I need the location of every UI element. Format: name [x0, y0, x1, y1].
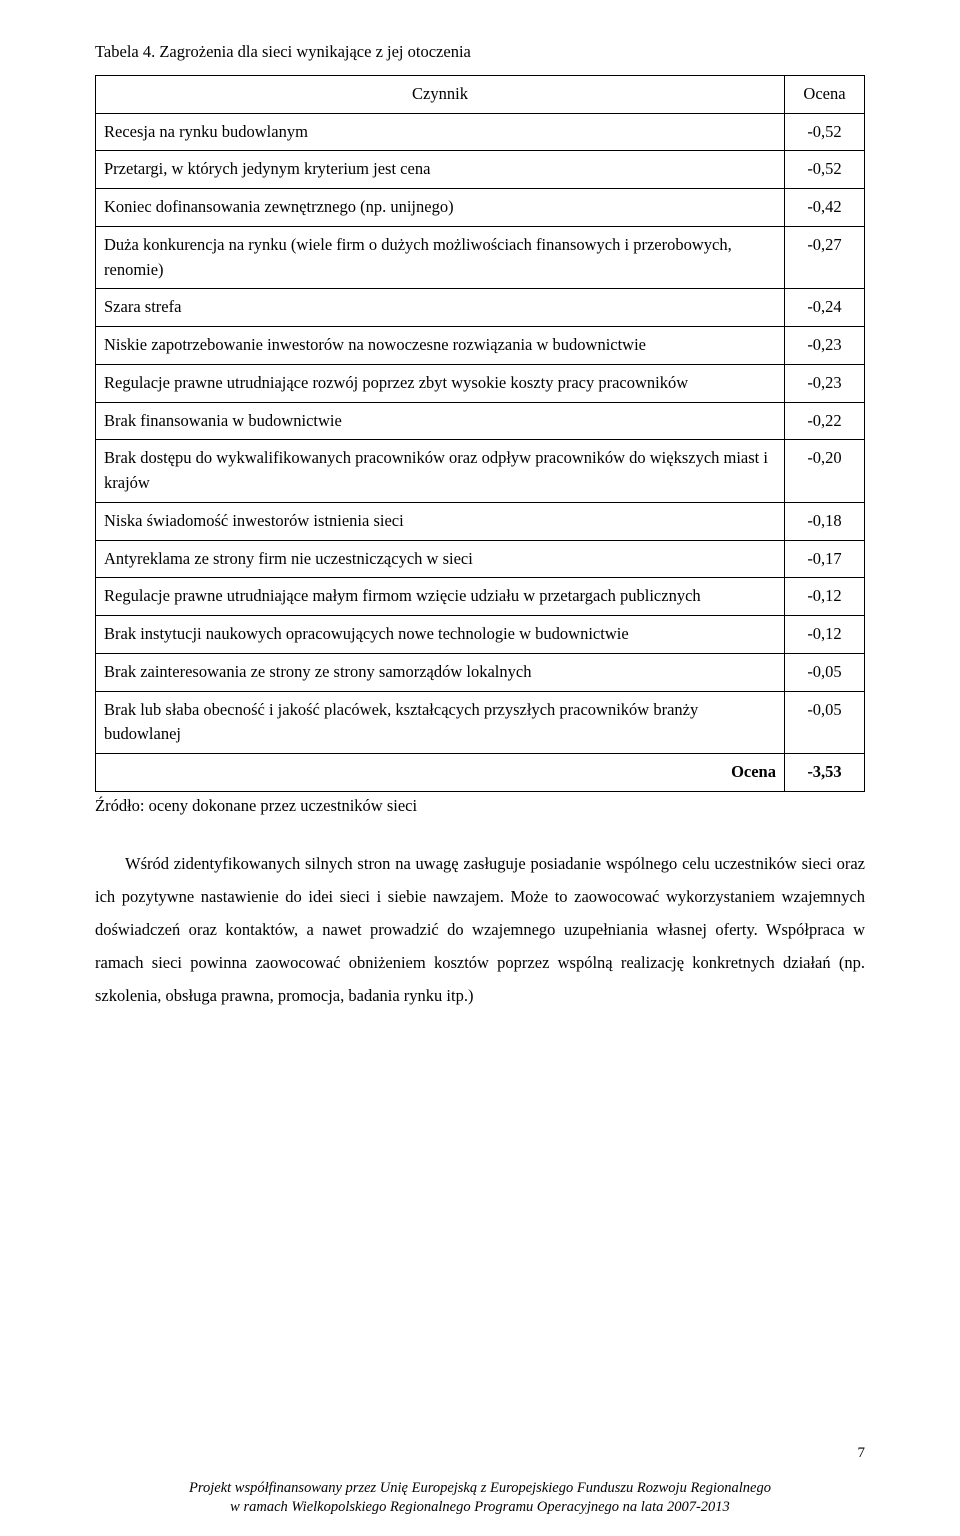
table-title: Tabela 4. Zagrożenia dla sieci wynikając…: [95, 40, 865, 65]
cell-score: -0,17: [785, 540, 865, 578]
footer: Projekt współfinansowany przez Unię Euro…: [0, 1479, 960, 1518]
threats-table: Czynnik Ocena Recesja na rynku budowlany…: [95, 75, 865, 792]
table-row: Brak instytucji naukowych opracowujących…: [96, 616, 865, 654]
footer-line-2: w ramach Wielkopolskiego Regionalnego Pr…: [0, 1498, 960, 1518]
table-total-row: Ocena -3,53: [96, 754, 865, 792]
cell-label: Koniec dofinansowania zewnętrznego (np. …: [96, 189, 785, 227]
cell-score: -0,05: [785, 691, 865, 754]
cell-label: Brak zainteresowania ze strony ze strony…: [96, 653, 785, 691]
table-row: Antyreklama ze strony firm nie uczestnic…: [96, 540, 865, 578]
cell-score: -0,27: [785, 226, 865, 289]
cell-label: Antyreklama ze strony firm nie uczestnic…: [96, 540, 785, 578]
table-row: Przetargi, w których jedynym kryterium j…: [96, 151, 865, 189]
table-header-score: Ocena: [785, 75, 865, 113]
cell-label: Brak instytucji naukowych opracowujących…: [96, 616, 785, 654]
cell-score: -0,23: [785, 364, 865, 402]
cell-label: Recesja na rynku budowlanym: [96, 113, 785, 151]
cell-label: Duża konkurencja na rynku (wiele firm o …: [96, 226, 785, 289]
table-row: Regulacje prawne utrudniające małym firm…: [96, 578, 865, 616]
cell-label: Niska świadomość inwestorów istnienia si…: [96, 502, 785, 540]
cell-score: -0,24: [785, 289, 865, 327]
cell-label: Brak finansowania w budownictwie: [96, 402, 785, 440]
table-header-factor: Czynnik: [96, 75, 785, 113]
cell-label: Niskie zapotrzebowanie inwestorów na now…: [96, 327, 785, 365]
cell-score: -0,12: [785, 578, 865, 616]
table-row: Brak dostępu do wykwalifikowanych pracow…: [96, 440, 865, 503]
cell-score: -0,20: [785, 440, 865, 503]
cell-total-score: -3,53: [785, 754, 865, 792]
table-row: Brak finansowania w budownictwie-0,22: [96, 402, 865, 440]
body-paragraph: Wśród zidentyfikowanych silnych stron na…: [95, 847, 865, 1012]
cell-score: -0,22: [785, 402, 865, 440]
table-row: Niskie zapotrzebowanie inwestorów na now…: [96, 327, 865, 365]
cell-label: Regulacje prawne utrudniające małym firm…: [96, 578, 785, 616]
cell-label: Brak lub słaba obecność i jakość placówe…: [96, 691, 785, 754]
cell-score: -0,05: [785, 653, 865, 691]
table-row: Brak lub słaba obecność i jakość placówe…: [96, 691, 865, 754]
footer-line-1: Projekt współfinansowany przez Unię Euro…: [0, 1479, 960, 1499]
cell-score: -0,42: [785, 189, 865, 227]
page-number: 7: [858, 1442, 866, 1465]
cell-score: -0,52: [785, 113, 865, 151]
cell-score: -0,52: [785, 151, 865, 189]
table-row: Brak zainteresowania ze strony ze strony…: [96, 653, 865, 691]
cell-label: Szara strefa: [96, 289, 785, 327]
cell-score: -0,18: [785, 502, 865, 540]
table-row: Duża konkurencja na rynku (wiele firm o …: [96, 226, 865, 289]
cell-score: -0,23: [785, 327, 865, 365]
cell-total-label: Ocena: [96, 754, 785, 792]
table-row: Niska świadomość inwestorów istnienia si…: [96, 502, 865, 540]
cell-label: Brak dostępu do wykwalifikowanych pracow…: [96, 440, 785, 503]
cell-label: Regulacje prawne utrudniające rozwój pop…: [96, 364, 785, 402]
table-row: Regulacje prawne utrudniające rozwój pop…: [96, 364, 865, 402]
cell-score: -0,12: [785, 616, 865, 654]
table-source: Źródło: oceny dokonane przez uczestników…: [95, 794, 865, 819]
table-row: Koniec dofinansowania zewnętrznego (np. …: [96, 189, 865, 227]
cell-label: Przetargi, w których jedynym kryterium j…: [96, 151, 785, 189]
table-row: Szara strefa-0,24: [96, 289, 865, 327]
table-row: Recesja na rynku budowlanym-0,52: [96, 113, 865, 151]
